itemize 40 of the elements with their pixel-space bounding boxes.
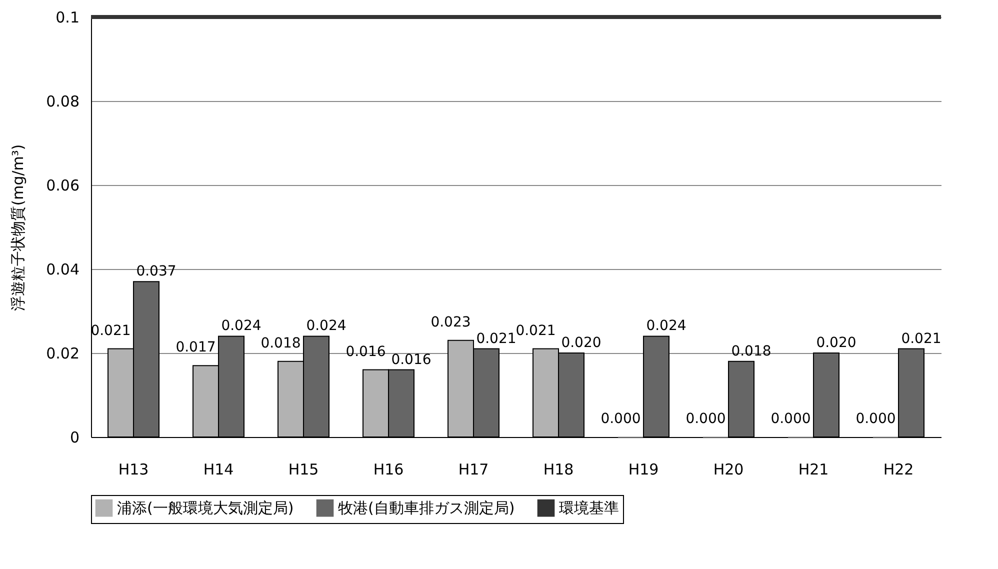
y-axis-title: 浮遊粒子状物質(mg/m³) [9,144,28,311]
data-label: 0.000 [686,411,726,427]
data-label: 0.016 [391,352,432,368]
y-tick-label: 0.08 [46,92,80,110]
legend-label: 浦添(一般環境大気測定局) [117,499,294,518]
data-label: 0.021 [901,330,942,347]
data-label: 0.020 [561,335,602,351]
data-label: 0.024 [646,318,686,334]
data-label: 0.018 [731,343,772,360]
data-label: 0.000 [856,411,896,427]
x-tick-label: H22 [883,460,914,478]
data-label: 0.020 [816,335,856,351]
x-tick-label: H15 [288,460,319,478]
x-tick-label: H18 [543,460,574,478]
x-tick-label: H19 [628,460,659,478]
data-label: 0.024 [221,318,262,334]
x-tick-label: H13 [118,460,149,478]
data-label: 0.000 [600,411,641,427]
data-label: 0.023 [430,314,471,330]
data-label: 0.024 [306,318,346,334]
data-label: 0.018 [260,335,301,352]
data-label: 0.016 [346,344,386,360]
legend-label: 牧港(自動車排ガス測定局) [338,499,515,518]
y-tick-label: 0 [70,428,80,446]
y-tick-label: 0.1 [56,8,80,26]
data-label: 0.017 [176,340,216,356]
data-label: 0.021 [516,322,556,339]
x-tick-label: H17 [458,460,489,478]
data-label: 0.021 [90,322,131,339]
y-tick-label: 0.02 [46,344,80,362]
x-tick-label: H14 [203,460,234,478]
x-tick-label: H21 [798,460,829,478]
legend-label: 環境基準 [559,499,619,518]
y-tick-label: 0.04 [46,260,80,278]
y-tick-label: 0.06 [46,176,80,194]
x-tick-label: H20 [713,460,744,478]
data-label: 0.037 [136,264,176,280]
data-label: 0.021 [476,330,516,347]
x-tick-label: H16 [373,460,404,478]
data-label: 0.000 [770,411,811,427]
